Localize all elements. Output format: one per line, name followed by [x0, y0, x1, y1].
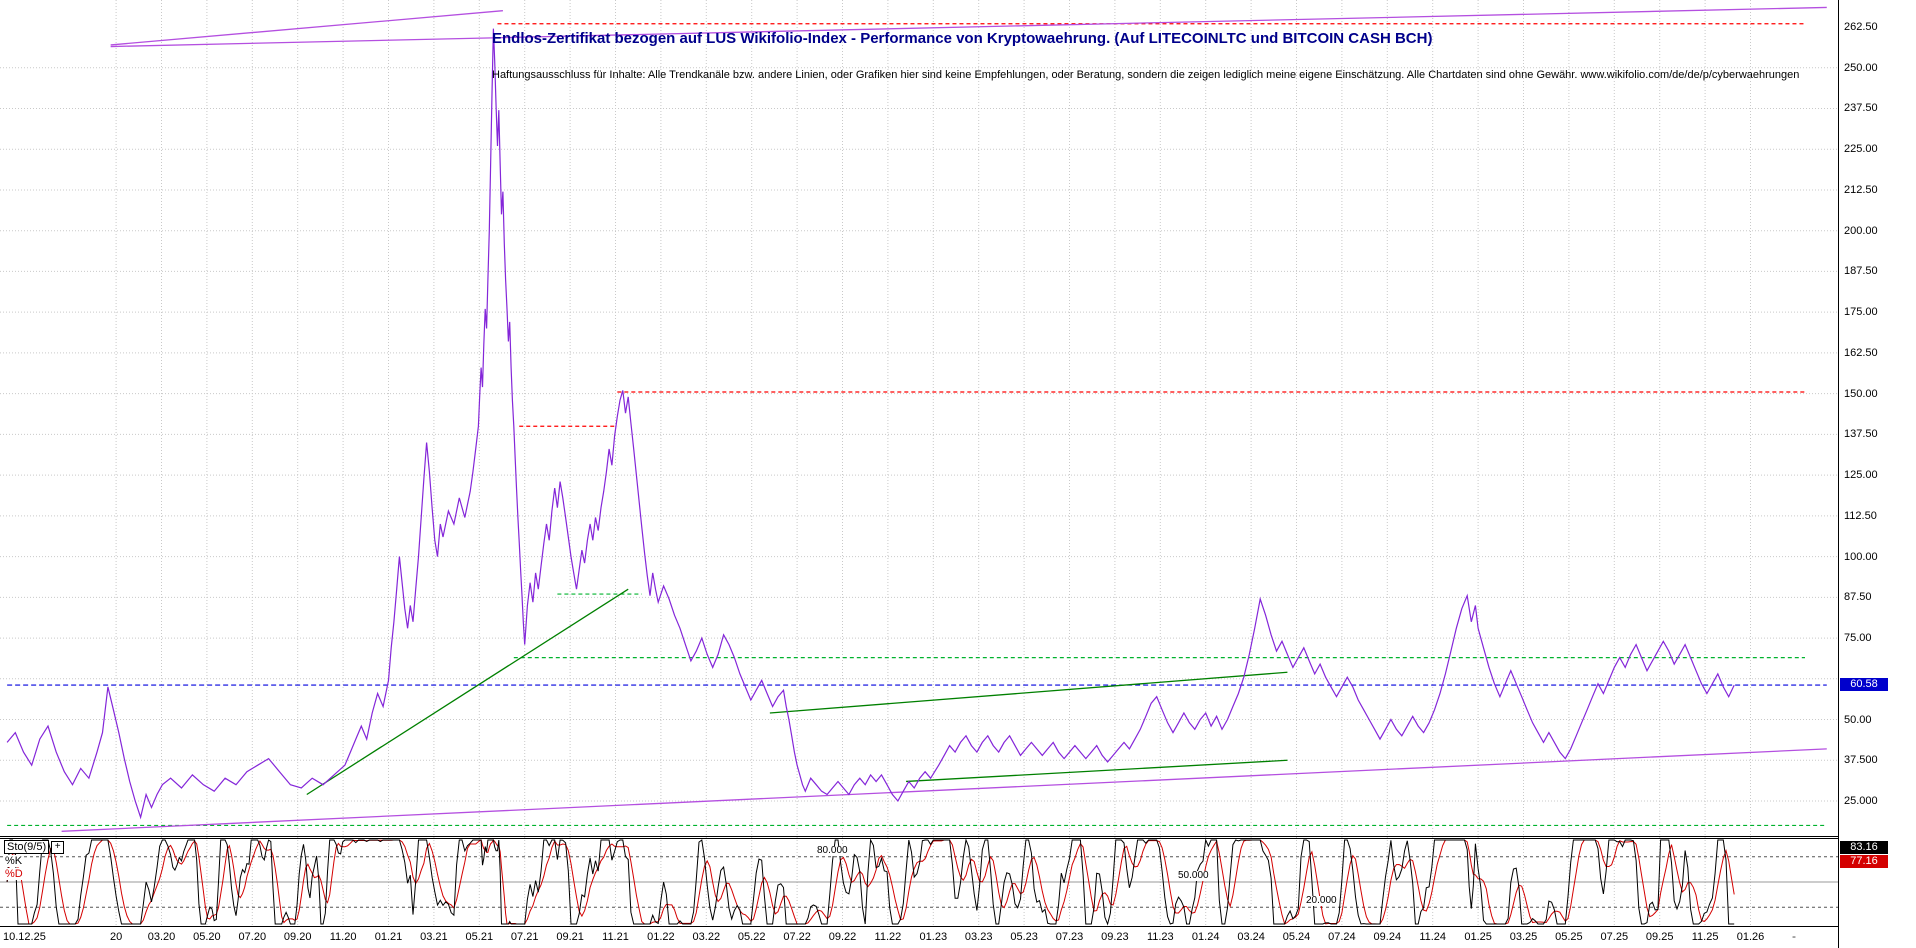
trendline-support-2022-2024 [906, 759, 1288, 783]
time-tick-label: 07.20 [238, 931, 267, 943]
oscillator-level-label: 20.000 [1305, 895, 1338, 907]
time-tick-label: 11.22 [874, 931, 902, 943]
time-tick-label: 09.22 [828, 931, 857, 943]
time-tick-label: 05.21 [465, 931, 494, 943]
time-tick-label: 05.20 [193, 931, 221, 943]
time-tick-label: 09.23 [1101, 931, 1129, 943]
time-tick-label: 07.23 [1055, 931, 1084, 943]
price-scale-label: 75.00 [1844, 632, 1872, 645]
time-tick-label: 01.24 [1191, 931, 1220, 943]
time-tick-label: 09.20 [283, 931, 312, 943]
wikifolio-url: www.wikifolio.com/de/de/p/cyberwaehrunge… [1580, 69, 1800, 81]
current-price-tag: 60.58 [1840, 678, 1888, 692]
time-tick-label: 03.22 [692, 931, 721, 943]
time-tick-label: 03.24 [1237, 931, 1265, 943]
price-scale-label: 125.00 [1844, 469, 1878, 482]
trendline-upper-channel-long [110, 6, 1827, 48]
time-tick-label: 01.25 [1464, 931, 1492, 943]
time-tick-label: 11.25 [1691, 931, 1719, 943]
time-tick-label: 11.20 [329, 931, 357, 943]
price-scale-label: 187.50 [1844, 265, 1878, 278]
price-scale-label: 250.00 [1844, 61, 1878, 74]
trendline-lower-support-long [61, 748, 1827, 832]
time-tick-label: 05.22 [737, 931, 766, 943]
time-tick-label: 05.24 [1282, 931, 1311, 943]
time-tick-label: 09.21 [556, 931, 584, 943]
time-tick-label: 07.22 [783, 931, 811, 943]
stochastic-d-value-tag: 77.16 [1840, 855, 1888, 868]
price-line [6, 28, 1735, 820]
time-tick-label: 01.21 [374, 931, 403, 943]
chart-title: Endlos-Zertifikat bezogen auf LUS Wikifo… [492, 30, 1433, 47]
time-tick-label: 03.21 [420, 931, 448, 943]
chart-date-stamp: 10.12.25 [3, 931, 46, 943]
time-tick-label: 20 [109, 931, 123, 943]
oscillator-name[interactable]: Sto(9/5) [4, 840, 50, 854]
price-scale-label: 112.50 [1844, 509, 1877, 522]
disclaimer-text: Haftungsausschluss für Inhalte: Alle Tre… [492, 69, 1578, 81]
time-tick-label: 01.23 [919, 931, 948, 943]
price-scale-label: 225.00 [1844, 143, 1878, 156]
time-tick-label: 03.25 [1509, 931, 1538, 943]
time-tick-label: 03.20 [147, 931, 176, 943]
oscillator-d-label: %D [4, 868, 24, 880]
time-tick-label: 01.26 [1736, 931, 1765, 943]
time-tick-label: 05.25 [1555, 931, 1583, 943]
time-tick-label: 07.24 [1328, 931, 1356, 943]
price-scale-label: 150.00 [1844, 387, 1878, 400]
time-tick-label: 07.25 [1600, 931, 1629, 943]
price-scale-label: 137.50 [1844, 428, 1878, 441]
price-scale-label: 100.00 [1844, 550, 1878, 563]
price-scale-label: 212.50 [1844, 183, 1878, 196]
price-scale-label: 50.00 [1844, 713, 1872, 726]
oscillator-k-label: %K [4, 855, 24, 867]
price-scale-label: 200.00 [1844, 224, 1878, 237]
stochastic-k-value-tag: 83.16 [1840, 841, 1888, 854]
time-tick-label: 05.23 [1010, 931, 1038, 943]
price-scale-label: 87.50 [1844, 591, 1872, 604]
price-scale-label: 162.50 [1844, 346, 1878, 359]
stochastic-k-line [6, 838, 1735, 926]
time-tick-label: 01.22 [647, 931, 675, 943]
oscillator-expand-icon[interactable]: + [51, 840, 65, 854]
oscillator-level-label: 50.000 [1177, 870, 1210, 881]
price-scale-label: 37.500 [1844, 754, 1878, 767]
trendline-bull-trend-2020-2021 [306, 588, 629, 796]
price-scale-label: 25.000 [1844, 795, 1878, 807]
trendline-resistance-2022-2024 [769, 671, 1288, 714]
price-scale-label: 175.00 [1844, 306, 1878, 319]
time-tick-label: 11.23 [1146, 931, 1174, 943]
axis-collapse-button[interactable]: - [1792, 929, 1796, 943]
oscillator-level-label: 80.000 [816, 844, 849, 856]
time-tick-label: 11.24 [1419, 931, 1447, 943]
time-tick-label: 09.25 [1645, 931, 1674, 943]
time-tick-label: 03.23 [964, 931, 993, 943]
time-tick-label: 09.24 [1373, 931, 1402, 943]
time-tick-label: 07.21 [510, 931, 539, 943]
oscillator-header: Sto(9/5) + [4, 840, 65, 854]
trendline-upper-channel-steep [110, 10, 503, 46]
chart-disclaimer: Haftungsausschluss für Inhalte: Alle Tre… [492, 69, 1799, 81]
price-scale-label: 237.50 [1844, 102, 1878, 115]
time-tick-label: 11.21 [602, 931, 629, 943]
price-scale-label: 262.50 [1844, 21, 1878, 33]
